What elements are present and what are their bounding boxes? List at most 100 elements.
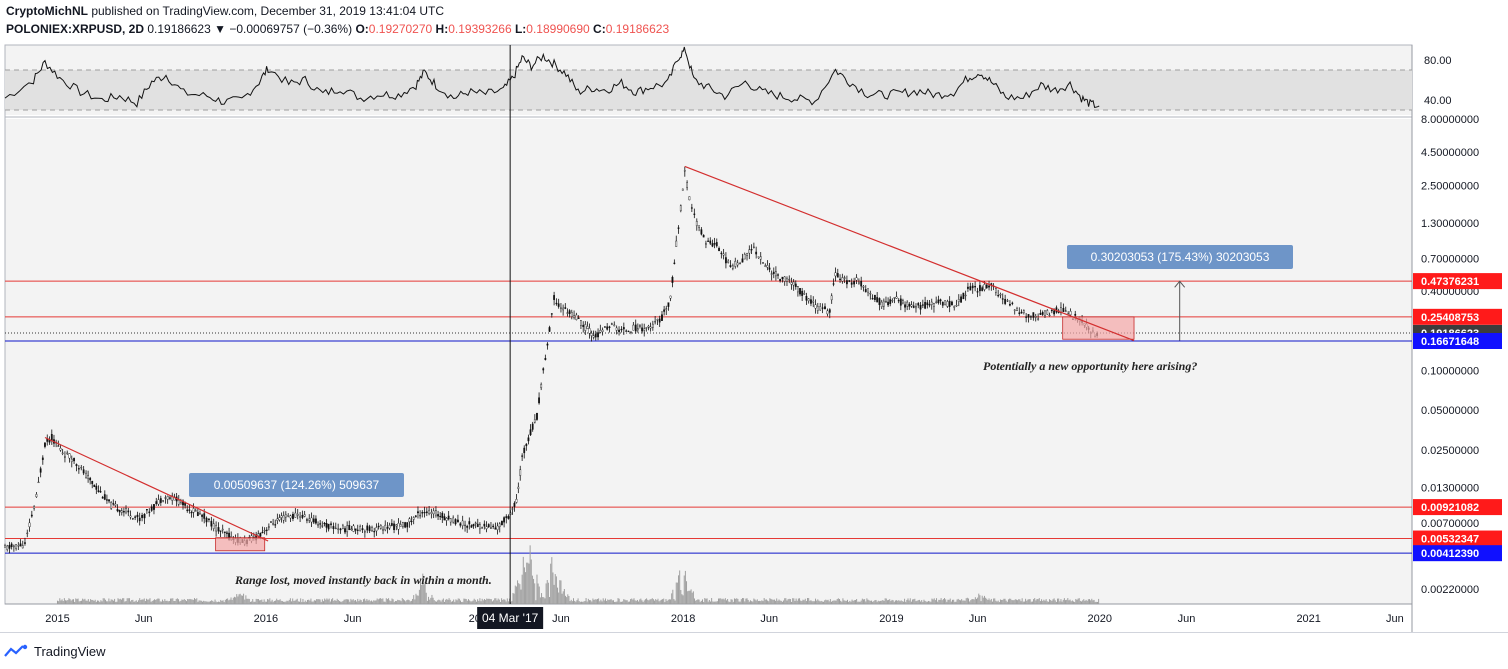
candle-body bbox=[203, 513, 206, 519]
candle-body bbox=[599, 330, 602, 333]
candle-body bbox=[192, 508, 195, 513]
candle-body bbox=[944, 300, 946, 305]
candle-body bbox=[190, 512, 193, 514]
candle-body bbox=[417, 511, 419, 514]
candle-body bbox=[718, 248, 720, 252]
candle-body bbox=[95, 485, 98, 490]
candle-body bbox=[781, 276, 784, 280]
y-tick-label: 0.00220000 bbox=[1421, 584, 1479, 596]
candle-body bbox=[790, 282, 793, 285]
trendline[interactable] bbox=[684, 165, 1135, 342]
candle-body bbox=[1034, 316, 1037, 318]
candle-body bbox=[466, 526, 469, 528]
candle-body bbox=[344, 528, 346, 533]
candle-body bbox=[496, 525, 499, 530]
candle-body bbox=[1041, 312, 1044, 315]
candle-body bbox=[762, 262, 764, 264]
note-opportunity: Potentially a new opportunity here arisi… bbox=[983, 359, 1197, 373]
candle-body bbox=[179, 502, 182, 505]
candle-body bbox=[727, 260, 730, 263]
candle-body bbox=[690, 207, 693, 209]
candle-body bbox=[352, 525, 355, 532]
candle-body bbox=[166, 496, 169, 500]
candle-body bbox=[988, 285, 990, 288]
candle-body bbox=[550, 313, 553, 315]
candle-body bbox=[226, 532, 228, 534]
candle-body bbox=[521, 455, 524, 457]
candle-body bbox=[557, 303, 560, 307]
candle-body bbox=[150, 506, 153, 511]
candle-body bbox=[677, 227, 680, 229]
candle-body bbox=[73, 458, 75, 462]
candle-body bbox=[999, 294, 1002, 296]
candle-body bbox=[570, 312, 573, 317]
candle-body bbox=[478, 524, 481, 530]
candle-body bbox=[830, 295, 833, 301]
candle-body bbox=[969, 286, 972, 291]
candle-body bbox=[4, 545, 6, 548]
candle-body bbox=[590, 333, 593, 336]
candle-body bbox=[937, 299, 940, 304]
candle-body bbox=[145, 509, 148, 511]
candle-body bbox=[974, 286, 977, 288]
y-tick-label: 0.02500000 bbox=[1421, 445, 1479, 457]
candle-body bbox=[864, 289, 867, 293]
candle-body bbox=[979, 285, 981, 292]
highlight-zone[interactable] bbox=[215, 537, 266, 552]
candle-body bbox=[337, 528, 340, 530]
candle-body bbox=[363, 531, 366, 533]
candle-body bbox=[141, 514, 144, 518]
candle-body bbox=[964, 294, 967, 297]
candle-body bbox=[485, 526, 488, 530]
candle-body bbox=[768, 267, 771, 270]
candle-body bbox=[379, 525, 382, 529]
candle-body bbox=[618, 329, 620, 333]
candle-body bbox=[292, 513, 294, 519]
candle-body bbox=[267, 526, 270, 528]
candle-body bbox=[419, 514, 422, 517]
candle-body bbox=[432, 510, 435, 515]
candle-body bbox=[157, 499, 160, 505]
footer-divider bbox=[0, 632, 1508, 633]
candle-body bbox=[997, 294, 1000, 297]
measure-callout-small-box[interactable] bbox=[189, 473, 404, 497]
trendline[interactable] bbox=[44, 436, 269, 542]
candle-body bbox=[904, 304, 906, 308]
candle-body bbox=[575, 314, 578, 321]
candle-body bbox=[404, 522, 407, 528]
candle-body bbox=[529, 429, 532, 436]
measure-callout-large-box[interactable] bbox=[1067, 245, 1293, 269]
level-label-bg bbox=[1413, 499, 1502, 516]
candle-body bbox=[116, 509, 119, 512]
author-name[interactable]: CryptoMichNL bbox=[6, 4, 88, 18]
candle-body bbox=[494, 527, 497, 530]
candle-body bbox=[327, 523, 330, 530]
candle-body bbox=[1006, 300, 1009, 302]
candle-body bbox=[597, 332, 599, 338]
candle-body bbox=[454, 519, 457, 525]
brand-label[interactable]: TradingView bbox=[34, 643, 106, 659]
candle-body bbox=[97, 490, 100, 492]
candle-body bbox=[654, 321, 657, 323]
candle-body bbox=[1020, 311, 1023, 314]
candle-body bbox=[604, 326, 606, 328]
candle-body bbox=[946, 301, 949, 307]
candle-body bbox=[679, 205, 682, 211]
candle-body bbox=[933, 303, 935, 307]
candle-body bbox=[743, 254, 746, 260]
y-tick-label: 0.01300000 bbox=[1421, 482, 1479, 494]
candle-body bbox=[393, 523, 395, 531]
price-pane[interactable] bbox=[5, 119, 1412, 604]
candle-body bbox=[441, 512, 444, 518]
candle-body bbox=[683, 170, 686, 172]
candle-body bbox=[588, 328, 591, 334]
candle-body bbox=[129, 515, 132, 518]
candle-body bbox=[826, 310, 829, 315]
candle-body bbox=[915, 306, 917, 309]
candle-body bbox=[498, 523, 501, 527]
candle-body bbox=[330, 523, 332, 525]
candle-body bbox=[217, 527, 220, 532]
candle-body bbox=[634, 324, 637, 332]
candle-body bbox=[1037, 318, 1040, 320]
